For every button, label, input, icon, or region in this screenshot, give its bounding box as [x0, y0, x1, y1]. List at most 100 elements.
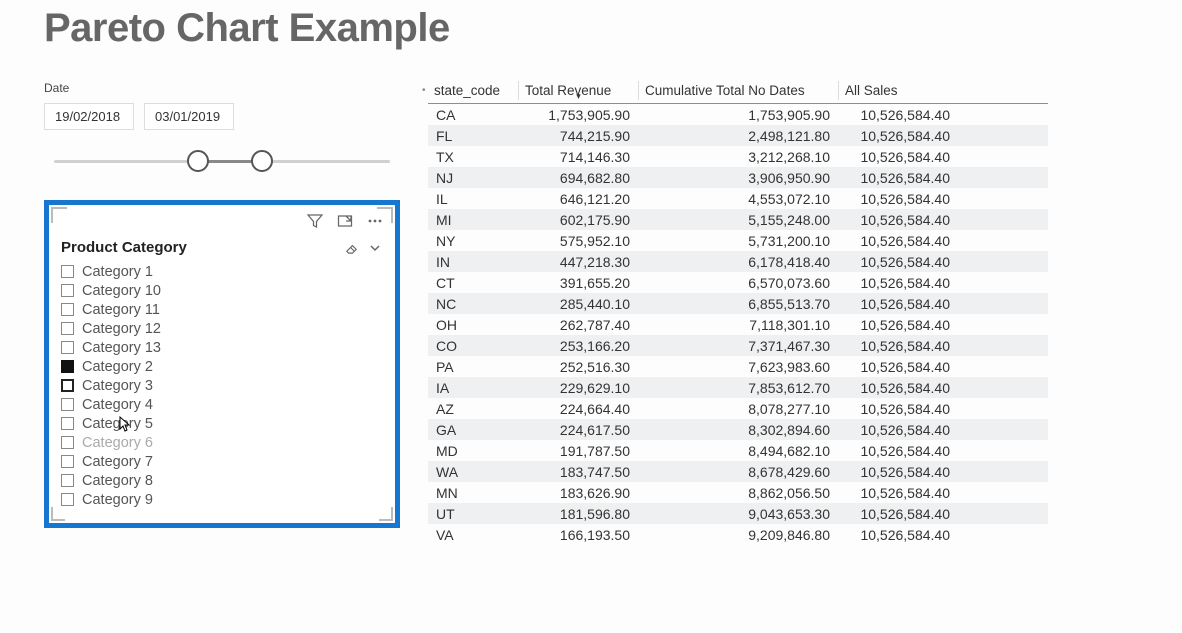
state-cell: CT [428, 272, 518, 293]
checkbox-icon[interactable] [61, 341, 74, 354]
category-item-label: Category 4 [82, 397, 153, 413]
state-cell: NY [428, 230, 518, 251]
table-row[interactable]: GA224,617.508,302,894.6010,526,584.40 [428, 419, 1048, 440]
state-cell: OH [428, 314, 518, 335]
category-item-label: Category 10 [82, 283, 161, 299]
slider-handle-to[interactable] [251, 150, 273, 172]
table-row[interactable]: IN447,218.306,178,418.4010,526,584.40 [428, 251, 1048, 272]
category-item[interactable]: Category 8 [59, 471, 385, 490]
checkbox-icon[interactable] [61, 474, 74, 487]
checkbox-icon[interactable] [61, 417, 74, 430]
table-row[interactable]: VA166,193.509,209,846.8010,526,584.40 [428, 524, 1048, 545]
date-from-input[interactable]: 19/02/2018 [44, 103, 134, 130]
category-item[interactable]: Category 2 [59, 357, 385, 376]
category-item[interactable]: Category 9 [59, 490, 385, 509]
checkbox-icon[interactable] [61, 455, 74, 468]
category-item[interactable]: Category 11 [59, 300, 385, 319]
category-item[interactable]: Category 3 [59, 376, 385, 395]
checkbox-icon[interactable] [61, 379, 74, 392]
table-row[interactable]: MN183,626.908,862,056.5010,526,584.40 [428, 482, 1048, 503]
state-cell: MI [428, 209, 518, 230]
category-item[interactable]: Category 7 [59, 452, 385, 471]
column-header[interactable]: All Sales [838, 81, 958, 100]
category-item[interactable]: Category 6 [59, 433, 385, 452]
checkbox-icon[interactable] [61, 493, 74, 506]
date-slicer: Date 19/02/2018 03/01/2019 [44, 81, 400, 176]
table-row[interactable]: AZ224,664.408,078,277.1010,526,584.40 [428, 398, 1048, 419]
chevron-down-icon[interactable] [367, 240, 383, 256]
focus-mode-icon[interactable] [337, 213, 353, 229]
value-cell: 253,166.20 [518, 335, 638, 356]
category-slicer-visual[interactable]: Product Category Category 1Category 10Ca… [44, 200, 400, 528]
date-slicer-label: Date [44, 81, 400, 95]
table-row[interactable]: CA1,753,905.901,753,905.9010,526,584.40 [428, 104, 1048, 125]
table-row[interactable]: UT181,596.809,043,653.3010,526,584.40 [428, 503, 1048, 524]
table-row[interactable]: NJ694,682.803,906,950.9010,526,584.40 [428, 167, 1048, 188]
table-row[interactable]: MD191,787.508,494,682.1010,526,584.40 [428, 440, 1048, 461]
value-cell: 252,516.30 [518, 356, 638, 377]
table-row[interactable]: NY575,952.105,731,200.1010,526,584.40 [428, 230, 1048, 251]
table-row[interactable]: IL646,121.204,553,072.1010,526,584.40 [428, 188, 1048, 209]
value-cell: 10,526,584.40 [838, 125, 958, 146]
table-row[interactable]: FL744,215.902,498,121.8010,526,584.40 [428, 125, 1048, 146]
date-to-input[interactable]: 03/01/2019 [144, 103, 234, 130]
column-header[interactable]: Cumulative Total No Dates [638, 81, 838, 100]
value-cell: 10,526,584.40 [838, 398, 958, 419]
column-header[interactable]: Total Revenue [518, 81, 638, 100]
table-row[interactable]: PA252,516.307,623,983.6010,526,584.40 [428, 356, 1048, 377]
value-cell: 10,526,584.40 [838, 524, 958, 545]
state-cell: NJ [428, 167, 518, 188]
table-body: CA1,753,905.901,753,905.9010,526,584.40F… [428, 104, 1048, 545]
checkbox-icon[interactable] [61, 360, 74, 373]
column-header[interactable]: state_code [428, 81, 518, 100]
table-row[interactable]: CO253,166.207,371,467.3010,526,584.40 [428, 335, 1048, 356]
value-cell: 181,596.80 [518, 503, 638, 524]
state-cell: CA [428, 104, 518, 125]
table-row[interactable]: TX714,146.303,212,268.1010,526,584.40 [428, 146, 1048, 167]
category-item[interactable]: Category 5 [59, 414, 385, 433]
category-item[interactable]: Category 10 [59, 281, 385, 300]
table-row[interactable]: NC285,440.106,855,513.7010,526,584.40 [428, 293, 1048, 314]
value-cell: 8,862,056.50 [638, 482, 838, 503]
eraser-icon[interactable] [343, 240, 359, 256]
table-row[interactable]: WA183,747.508,678,429.6010,526,584.40 [428, 461, 1048, 482]
value-cell: 10,526,584.40 [838, 503, 958, 524]
category-item-label: Category 12 [82, 321, 161, 337]
date-range-slider[interactable] [54, 148, 390, 176]
checkbox-icon[interactable] [61, 398, 74, 411]
value-cell: 285,440.10 [518, 293, 638, 314]
checkbox-icon[interactable] [61, 284, 74, 297]
category-item[interactable]: Category 12 [59, 319, 385, 338]
table-row[interactable]: CT391,655.206,570,073.6010,526,584.40 [428, 272, 1048, 293]
table-row[interactable]: OH262,787.407,118,301.1010,526,584.40 [428, 314, 1048, 335]
value-cell: 191,787.50 [518, 440, 638, 461]
state-cell: FL [428, 125, 518, 146]
value-cell: 5,731,200.10 [638, 230, 838, 251]
checkbox-icon[interactable] [61, 436, 74, 449]
value-cell: 744,215.90 [518, 125, 638, 146]
filter-icon[interactable] [307, 213, 323, 229]
category-item[interactable]: Category 4 [59, 395, 385, 414]
slider-handle-from[interactable] [187, 150, 209, 172]
value-cell: 1,753,905.90 [638, 104, 838, 125]
value-cell: 7,623,983.60 [638, 356, 838, 377]
value-cell: 4,553,072.10 [638, 188, 838, 209]
category-item[interactable]: Category 1 [59, 262, 385, 281]
checkbox-icon[interactable] [61, 322, 74, 335]
category-item[interactable]: Category 13 [59, 338, 385, 357]
checkbox-icon[interactable] [61, 265, 74, 278]
checkbox-icon[interactable] [61, 303, 74, 316]
value-cell: 183,747.50 [518, 461, 638, 482]
table-row[interactable]: IA229,629.107,853,612.7010,526,584.40 [428, 377, 1048, 398]
value-cell: 10,526,584.40 [838, 293, 958, 314]
value-cell: 8,302,894.60 [638, 419, 838, 440]
value-cell: 10,526,584.40 [838, 377, 958, 398]
state-cell: IL [428, 188, 518, 209]
value-cell: 8,678,429.60 [638, 461, 838, 482]
category-item-label: Category 1 [82, 264, 153, 280]
value-cell: 10,526,584.40 [838, 272, 958, 293]
state-cell: AZ [428, 398, 518, 419]
state-cell: MD [428, 440, 518, 461]
category-slicer-title: Product Category [61, 239, 187, 256]
table-row[interactable]: MI602,175.905,155,248.0010,526,584.40 [428, 209, 1048, 230]
